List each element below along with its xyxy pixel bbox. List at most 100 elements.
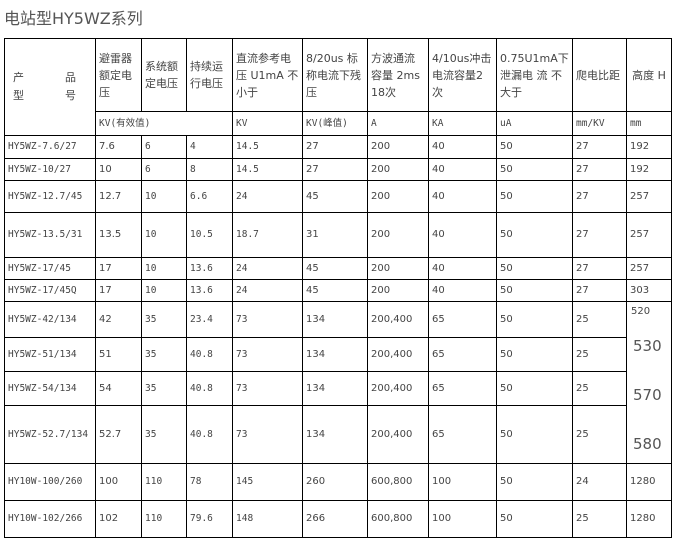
- value-cell: 65: [428, 371, 497, 406]
- value-cell: 148: [232, 500, 303, 538]
- model-cell: HY5WZ-42/134: [4, 301, 96, 338]
- value-cell: 50: [496, 180, 573, 213]
- value-cell: 10: [141, 212, 187, 258]
- value-cell: 50: [496, 500, 573, 538]
- value-cell: 4: [186, 135, 233, 159]
- value-cell: 25: [572, 371, 627, 406]
- value-cell: 200: [367, 212, 429, 258]
- value-cell: 24: [232, 279, 303, 302]
- unit-cell: KV: [232, 111, 303, 136]
- table-row: HY5WZ-12.7/45 12.7 10 6.6 24 45 200 40 50 27 257: [4, 180, 672, 213]
- value-cell: 35: [141, 337, 187, 372]
- value-cell: 24: [572, 463, 627, 501]
- value-cell: 50: [496, 135, 573, 159]
- height-value: 520: [631, 306, 651, 317]
- value-cell: 257: [626, 180, 672, 213]
- model-cell: HY10W-102/266: [4, 500, 96, 538]
- table-row: HY10W-102/266 102 110 79.6 148 266 600,800 100 5…: [4, 500, 672, 538]
- table-row: HY5WZ-7.6/27 7.6 6 4 14.5 27 200 40 50 27 192: [4, 135, 672, 159]
- table-row: HY5WZ-52.7/134 52.7 35 40.8 73 134 200,400 65 50…: [4, 405, 672, 464]
- value-cell: 40: [428, 212, 497, 258]
- value-cell: 40.8: [186, 371, 233, 406]
- value-cell: 200,400: [367, 371, 429, 406]
- header-cell: 避雷器额定电压: [95, 38, 142, 112]
- value-cell: 73: [232, 371, 303, 406]
- table-row: HY5WZ-13.5/31 13.5 10 10.5 18.7 31 200 40 50 27 25…: [4, 212, 672, 258]
- header-cell: 0.75U1mA下泄漏电 流 不大于: [496, 38, 573, 112]
- value-cell: 50: [496, 158, 573, 181]
- value-cell: 10: [141, 180, 187, 213]
- value-cell: 200: [367, 135, 429, 159]
- model-cell: HY5WZ-7.6/27: [4, 135, 96, 159]
- value-cell: 257: [626, 257, 672, 280]
- value-cell: 200: [367, 180, 429, 213]
- value-cell: 134: [302, 337, 368, 372]
- table-row: HY5WZ-10/27 10 6 8 14.5 27 200 40 50 27 192: [4, 158, 672, 181]
- value-cell: 134: [302, 371, 368, 406]
- value-cell: 7.6: [95, 135, 142, 159]
- table-row: HY10W-100/260 100 110 78 145 260 600,800 100 50 2…: [4, 463, 672, 501]
- value-cell: 17: [95, 257, 142, 280]
- value-cell: 14.5: [232, 135, 303, 159]
- model-cell: HY5WZ-13.5/31: [4, 212, 96, 258]
- value-cell: 27: [302, 135, 368, 159]
- value-cell: 110: [141, 463, 187, 501]
- value-cell: 24: [232, 257, 303, 280]
- value-cell: 73: [232, 337, 303, 372]
- value-cell: 14.5: [232, 158, 303, 181]
- value-cell: 23.4: [186, 301, 233, 338]
- table-row: HY5WZ-42/134 42 35 23.4 73 134 200,400 65 50 25 52…: [4, 301, 672, 464]
- value-cell: 6.6: [186, 180, 233, 213]
- value-cell: 50: [496, 279, 573, 302]
- model-cell: HY5WZ-51/134: [4, 337, 96, 372]
- header-cell: 8/20us 标称电流下残压: [302, 38, 368, 112]
- header-text: 型: [13, 89, 24, 102]
- value-cell: 65: [428, 301, 497, 338]
- value-cell: 52.7: [95, 405, 142, 464]
- value-cell: 40: [428, 279, 497, 302]
- value-cell: 42: [95, 301, 142, 338]
- header-cell: 持续运行电压: [186, 38, 233, 112]
- value-cell: 600,800: [367, 500, 429, 538]
- value-cell: 50: [496, 463, 573, 501]
- value-cell: 35: [141, 371, 187, 406]
- value-cell: 50: [496, 301, 573, 338]
- units-row: KV(有效值) KV KV(峰值) A KA uA mm/KV mm: [5, 111, 672, 136]
- value-cell: 110: [141, 500, 187, 538]
- value-cell: 24: [232, 180, 303, 213]
- unit-cell: KV(有效值): [95, 111, 233, 136]
- header-text: 品: [65, 71, 76, 84]
- header-cell: 爬电比距: [572, 38, 627, 112]
- header-text: 号: [65, 89, 76, 102]
- value-cell: 200: [367, 158, 429, 181]
- header-cell: 方波通流容量 2ms 18次: [367, 38, 429, 112]
- value-cell: 40: [428, 135, 497, 159]
- value-cell: 27: [572, 158, 627, 181]
- value-cell: 50: [496, 257, 573, 280]
- value-cell: 100: [428, 500, 497, 538]
- value-cell: 102: [95, 500, 142, 538]
- height-value: 580: [633, 435, 662, 453]
- value-cell: 25: [572, 337, 627, 372]
- unit-cell: A: [367, 111, 429, 136]
- value-cell: 27: [572, 257, 627, 280]
- value-cell: 10: [141, 257, 187, 280]
- value-cell: 266: [302, 500, 368, 538]
- header-row: 产 品 型 号 避雷器额定电压 系统额定电压 持续运行电压 直流参考电压 U1mA 不…: [4, 38, 672, 136]
- value-cell: 27: [572, 180, 627, 213]
- value-cell: 35: [141, 301, 187, 338]
- value-cell: 65: [428, 405, 497, 464]
- value-cell: 200: [367, 257, 429, 280]
- header-cell: 4/10us冲击电流容量2次: [428, 38, 497, 112]
- value-cell: 40: [428, 158, 497, 181]
- value-cell: 192: [626, 158, 672, 181]
- value-cell: 10.5: [186, 212, 233, 258]
- value-cell: 13.6: [186, 279, 233, 302]
- value-cell: 1280: [626, 463, 672, 501]
- spec-table: 产 品 型 号 避雷器额定电压 系统额定电压 持续运行电压 直流参考电压 U1mA 不…: [4, 38, 672, 538]
- value-cell: 100: [95, 463, 142, 501]
- page-title: 电站型HY5WZ系列: [4, 9, 143, 28]
- value-cell: 200,400: [367, 301, 429, 338]
- value-cell: 35: [141, 405, 187, 464]
- value-cell: 6: [141, 158, 187, 181]
